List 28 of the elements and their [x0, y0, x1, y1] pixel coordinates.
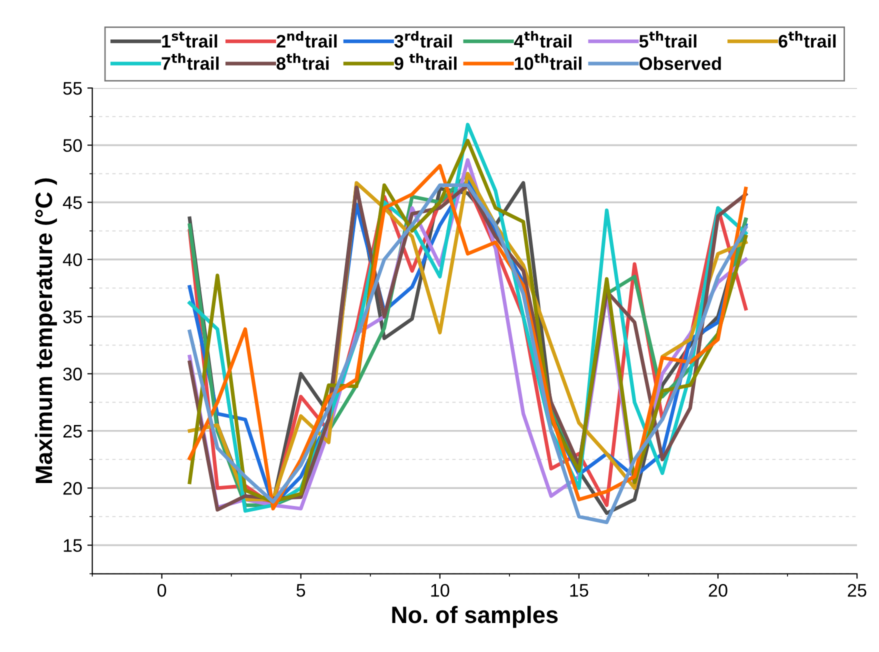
y-tick-label: 50 [63, 139, 82, 152]
legend-label: 5$^{th}$trail [639, 30, 696, 48]
legend-label: Observed [640, 56, 721, 70]
x-tick-label: 15 [570, 584, 588, 597]
legend-label: 1$^{st}$trail [162, 32, 218, 48]
legend-label: 10$^{th}$trail [514, 53, 582, 70]
legend-label: 7$^{th}$trail [162, 53, 219, 70]
legend-label: 4$^{th}$trail [514, 30, 572, 48]
y-tick-label: 30 [63, 368, 82, 380]
x-tick-label: 20 [708, 584, 728, 597]
legend-label: 2$^{nd}$trail [276, 30, 337, 48]
y-tick-label: 45 [62, 196, 82, 210]
x-axis-title: No. of samples [392, 606, 558, 628]
y-tick-label: 35 [63, 310, 82, 324]
y-tick-label: 25 [63, 424, 82, 438]
y-tick-label: 20 [63, 482, 82, 495]
legend-label: 8$^{th}$trai [276, 53, 329, 70]
legend-label: 3$^{rd}$trail [394, 30, 452, 48]
x-tick-label: 10 [431, 584, 450, 597]
legend-label: 6$^{th}$trail [778, 30, 836, 48]
y-tick-label: 15 [64, 539, 82, 552]
y-tick-label: 40 [62, 253, 82, 266]
legend-label: 9 $^{th}$trail [394, 53, 457, 70]
y-tick-label: 55 [63, 82, 82, 95]
y-axis-title: Maximum temperature (°C ) [34, 178, 57, 483]
x-tick-label: 5 [296, 584, 306, 597]
x-tick-label: 25 [848, 584, 866, 597]
x-tick-label: 0 [158, 584, 166, 597]
